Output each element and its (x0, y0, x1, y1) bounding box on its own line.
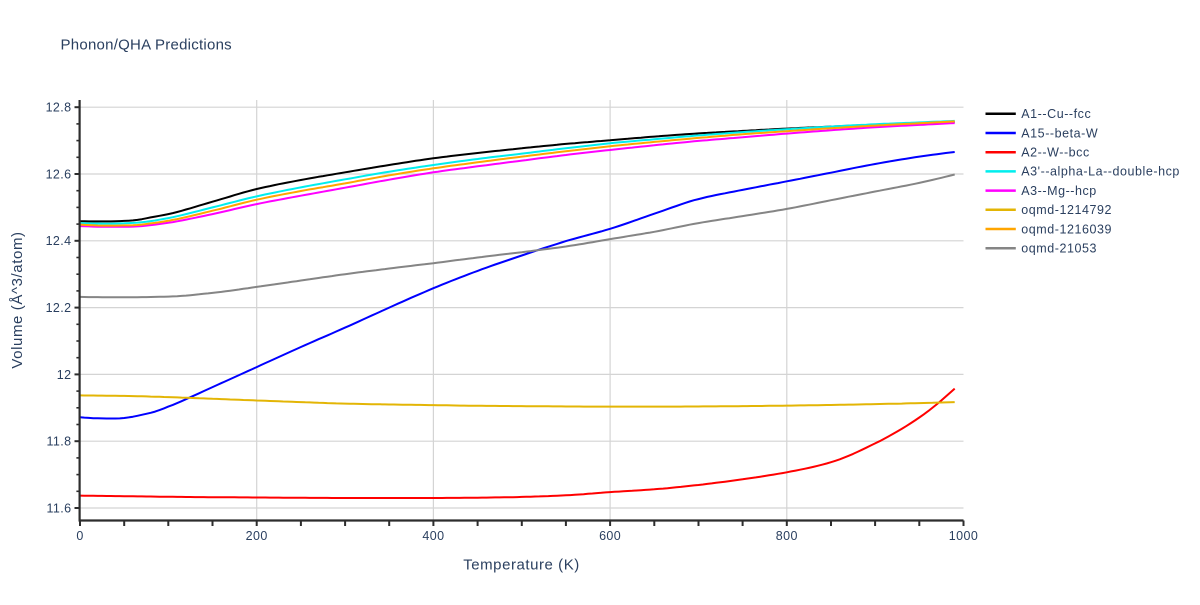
svg-text:oqmd-1216039: oqmd-1216039 (1021, 222, 1112, 236)
svg-text:Phonon/QHA Predictions: Phonon/QHA Predictions (61, 37, 232, 54)
svg-text:12.6: 12.6 (46, 167, 72, 181)
svg-text:A2--W--bcc: A2--W--bcc (1021, 146, 1089, 160)
svg-text:800: 800 (776, 529, 798, 543)
svg-text:200: 200 (246, 529, 268, 543)
svg-text:Volume (Å^3/atom): Volume (Å^3/atom) (9, 231, 26, 368)
svg-text:0: 0 (76, 529, 83, 543)
svg-text:400: 400 (422, 529, 444, 543)
svg-text:600: 600 (599, 529, 621, 543)
svg-text:12.4: 12.4 (46, 234, 72, 248)
svg-text:1000: 1000 (949, 529, 978, 543)
svg-text:oqmd-1214792: oqmd-1214792 (1021, 203, 1112, 217)
svg-text:oqmd-21053: oqmd-21053 (1021, 242, 1097, 256)
svg-text:12: 12 (57, 368, 72, 382)
svg-text:Temperature (K): Temperature (K) (463, 557, 580, 574)
svg-text:12.2: 12.2 (46, 301, 72, 315)
svg-text:11.8: 11.8 (46, 435, 71, 449)
svg-text:A15--beta-W: A15--beta-W (1021, 126, 1098, 140)
svg-text:A3--Mg--hcp: A3--Mg--hcp (1021, 184, 1097, 198)
svg-text:A1--Cu--fcc: A1--Cu--fcc (1021, 107, 1091, 121)
svg-text:A3'--alpha-La--double-hcp: A3'--alpha-La--double-hcp (1021, 165, 1180, 179)
svg-text:12.8: 12.8 (46, 101, 72, 115)
svg-text:11.6: 11.6 (46, 501, 71, 515)
